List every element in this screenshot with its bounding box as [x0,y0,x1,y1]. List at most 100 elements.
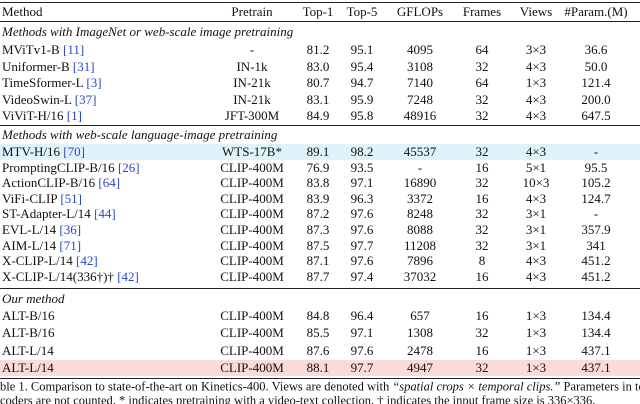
table-cell: CLIP-400M [220,325,284,341]
table-cell: 85.5 [306,325,330,341]
method-cell: X-CLIP-L/14 [42] [2,253,98,269]
header-cell: Top-1 [302,4,334,19]
table-cell: 3×1 [525,222,547,237]
table-cell: 16 [475,342,489,358]
method-name: ViFi-CLIP [2,190,58,206]
section-title: Our method [2,291,65,306]
method-name: ST-Adapter-L/14 [2,206,91,222]
table-cell: 87.2 [306,206,330,222]
citation: [71] [59,237,82,253]
caption-line: ble 1. Comparison to state-of-the-art on… [0,380,640,395]
table-cell: 32 [475,359,489,375]
table-cell: 97.7 [350,237,374,253]
method-name: TimeSformer-L [2,75,84,90]
table-cell: 3×1 [525,237,547,253]
table-cell: 32 [475,175,489,191]
method-name: ALT-B/16 [2,308,55,323]
top-rule [0,2,640,4]
table-cell: 64 [475,75,489,90]
method-name: ViViT-H/16 [2,108,64,123]
table-cell: 437.1 [581,359,611,375]
table-cell: 7140 [407,75,433,90]
method-cell: ALT-B/16 [2,308,55,324]
citation: [44] [94,206,116,222]
table-cell: 32 [475,144,489,159]
table-cell: 83.0 [306,58,330,74]
header-rule [0,21,640,22]
table-cell: 32 [475,206,489,222]
table-cell: 134.4 [581,325,611,341]
table-cell: 16 [475,268,489,284]
method-name: PromptingCLIP-B/16 [2,159,115,175]
method-cell: PromptingCLIP-B/16 [26] [2,160,140,176]
method-name: MTV-H/16 [2,144,61,159]
table-cell: 4×3 [525,91,547,107]
table-cell: 1×3 [525,308,547,323]
table-cell: 10×3 [522,175,550,191]
section-rule [0,125,640,126]
table-cell: 437.1 [581,342,611,358]
table-cell: 16 [475,190,489,206]
section-rule [0,288,640,289]
header-cell: GFLOPs [396,4,444,19]
table-cell: 2478 [407,342,433,358]
table-cell: 121.4 [581,75,611,90]
table-cell: CLIP-400M [220,159,284,175]
table-cell: JFT-300M [224,108,280,123]
method-cell: TimeSformer-L [3] [2,75,102,91]
method-name: EVL-L/14 [2,222,57,237]
table-cell: 1×3 [525,325,547,341]
table-cell: 3×3 [525,42,547,57]
header-cell: Top-5 [346,4,378,19]
table-cell: 32 [475,222,489,237]
table-cell: CLIP-400M [220,222,284,237]
table-cell: IN-1k [236,58,268,74]
method-cell: ALT-L/14 [2,343,54,359]
table-cell: 1×3 [525,342,547,358]
citation: [64] [98,175,121,191]
citation: [31] [72,58,95,74]
method-name: ALT-L/14 [2,342,54,358]
table-cell: 134.4 [581,308,611,323]
table-cell: 32 [475,325,489,341]
caption-line: coders are not counted. * indicates pret… [0,393,596,404]
table-cell: 64 [475,42,489,57]
table-cell: 97.6 [350,342,374,358]
row-highlight [0,359,640,376]
table-cell: 200.0 [581,91,611,107]
table-cell: 5×1 [525,159,547,175]
table-cell: 97.6 [350,253,374,269]
table-cell: 97.4 [350,268,374,284]
table-cell: 87.3 [306,222,330,237]
table-cell: 87.7 [306,268,330,284]
table-cell: 48916 [403,108,437,123]
table-cell: 32 [475,58,489,74]
method-cell: ST-Adapter-L/14 [44] [2,206,116,222]
table-cell: 357.9 [581,222,611,237]
method-name: ALT-L/14 [2,359,54,375]
table-cell: 1×3 [525,75,547,90]
header-cell: Views [519,4,553,19]
table-cell: CLIP-400M [220,237,284,253]
citation: [1] [66,108,82,123]
table-cell: 32 [475,237,489,253]
citation: [3] [86,75,102,90]
table-cell: 16890 [403,175,437,191]
table-cell: CLIP-400M [220,359,284,375]
table-cell: 1308 [407,325,433,341]
table-cell: 3×1 [525,206,547,222]
table-cell: 451.2 [581,253,611,269]
header-cell: #Param.(M) [564,4,628,19]
table-cell: 4×3 [525,253,547,269]
table-cell: 89.1 [306,144,330,159]
table-cell: 97.1 [350,175,374,191]
table-cell: 3372 [407,190,433,206]
table-cell: CLIP-400M [220,175,284,191]
table-cell: 93.5 [350,159,374,175]
method-cell: MViTv1-B [11] [2,42,84,58]
citation: [42] [117,268,139,284]
method-name: ALT-B/16 [2,325,55,341]
citation: [26] [117,159,140,175]
table-cell: 4×3 [525,144,547,159]
